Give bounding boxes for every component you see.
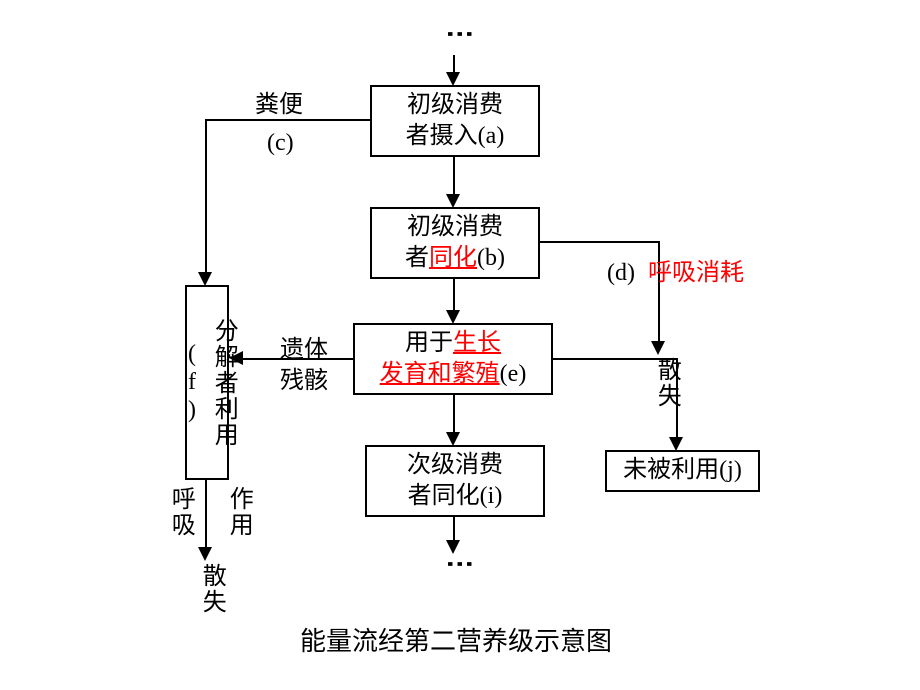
- arrow-dots-a-head: [446, 72, 460, 86]
- arrow-f-loss: [205, 480, 207, 550]
- node-b: 初级消费者同化(b): [370, 207, 540, 279]
- arrow-b-e-head: [446, 310, 460, 324]
- caption: 能量流经第二营养级示意图: [300, 625, 612, 659]
- node-e: 用于生长发育和繁殖(e): [353, 323, 553, 395]
- label-feces: 粪便: [255, 90, 303, 121]
- node-b-text: 初级消费者同化(b): [405, 212, 505, 274]
- node-i-text: 次级消费 者同化(i): [407, 450, 503, 512]
- arrow-a-f-v: [205, 119, 207, 275]
- bottom-dots: ⋮: [443, 550, 476, 578]
- arrow-f-loss-head: [198, 547, 212, 561]
- arrow-b-e: [453, 279, 455, 313]
- arrow-e-j-v: [676, 358, 678, 440]
- node-f: 分解者利用(f): [185, 285, 229, 480]
- arrow-e-j-head: [669, 437, 683, 451]
- label-respiration: 呼吸消耗: [648, 258, 744, 289]
- label-resp-action-1: 呼吸: [164, 486, 195, 538]
- label-d: (d): [607, 258, 635, 289]
- arrow-a-b-head: [446, 194, 460, 208]
- label-remains: 遗体 残骸: [280, 335, 328, 397]
- top-dots: ⋮: [443, 20, 476, 48]
- arrow-a-f-head: [198, 272, 212, 286]
- arrow-a-b: [453, 157, 455, 197]
- node-i: 次级消费 者同化(i): [365, 445, 545, 517]
- node-f-text: 分解者利用(f): [176, 291, 238, 474]
- arrow-b-d-head: [651, 341, 665, 355]
- label-resp-action-2: 作用: [222, 486, 253, 538]
- label-loss-left: 散失: [195, 563, 226, 615]
- node-j-text: 未被利用(j): [623, 455, 742, 486]
- arrow-e-i-head: [446, 432, 460, 446]
- node-a: 初级消费者摄入(a): [370, 85, 540, 157]
- arrow-e-i: [453, 395, 455, 435]
- node-j: 未被利用(j): [605, 450, 760, 492]
- arrow-b-d-h: [540, 241, 660, 243]
- arrow-e-j-h: [553, 358, 678, 360]
- node-a-text: 初级消费: [407, 92, 503, 118]
- arrow-e-f-head: [229, 351, 243, 365]
- label-c: (c): [267, 128, 294, 159]
- arrow-b-d-v: [658, 241, 660, 344]
- node-e-text: 用于生长发育和繁殖(e): [380, 328, 527, 390]
